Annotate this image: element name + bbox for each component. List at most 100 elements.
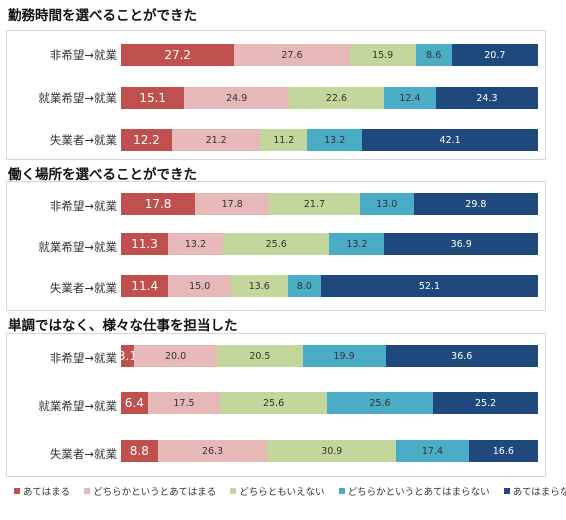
legend-swatch <box>84 488 91 494</box>
bar-segment-atehamaranai: 20.7 <box>451 44 538 66</box>
bar-segment-atehamaranai: 25.2 <box>433 392 538 414</box>
data-label: 17.5 <box>173 397 195 409</box>
bar-segment-dochiraka-atehamaru: 21.2 <box>171 129 261 151</box>
bar-segment-dochiraka-atehamaranai: 8.0 <box>287 275 321 297</box>
chart-1-bar: 12.2 21.2 11.2 13.2 42.1 <box>121 129 538 151</box>
legend-swatch <box>503 488 510 494</box>
legend-swatch <box>338 488 345 494</box>
data-label: 24.9 <box>226 92 248 104</box>
data-label: 20.5 <box>249 350 271 362</box>
chart-3-row-label: 就業希望→就業 <box>38 399 117 413</box>
bar-segment-dochiraka-atehamaranai: 8.6 <box>415 44 452 66</box>
bar-segment-dochiraka-atehamaru: 15.0 <box>168 275 231 297</box>
bar-segment-dochiratomo: 25.6 <box>222 233 330 255</box>
chart-2-row-label: 失業者→就業 <box>49 281 117 295</box>
data-label: 30.9 <box>321 445 343 457</box>
chart-legend: あてはまる どちらかというとあてはまる どちらともいえない どちらかというとあて… <box>14 484 566 498</box>
bar-segment-dochiratomo: 25.6 <box>220 392 327 414</box>
data-label: 25.6 <box>369 397 391 409</box>
bar-segment-atehamaranai: 36.6 <box>385 345 538 367</box>
bar-segment-dochiratomo: 11.2 <box>260 129 308 151</box>
chart-1-row-label: 失業者→就業 <box>49 133 117 147</box>
chart-3-title: 単調ではなく、様々な仕事を担当した <box>8 318 238 334</box>
bar-segment-atehamaru: 8.8 <box>121 440 158 462</box>
chart-3-bar: 8.8 26.3 30.9 17.4 16.6 <box>121 440 538 462</box>
data-label: 15.0 <box>189 280 211 292</box>
data-label: 52.1 <box>418 280 441 292</box>
bar-segment-dochiraka-atehamaru: 13.2 <box>168 233 223 255</box>
bar-segment-atehamaranai: 29.8 <box>413 193 538 215</box>
bar-segment-dochiraka-atehamaranai: 13.0 <box>359 193 414 215</box>
legend-label: あてはまる <box>23 487 71 498</box>
bar-segment-atehamaranai: 52.1 <box>320 275 538 297</box>
legend-item: あてはまらない <box>503 484 566 498</box>
bar-segment-atehamaru: 11.3 <box>121 233 169 255</box>
data-label: 13.2 <box>324 134 346 146</box>
data-label: 42.1 <box>439 134 461 146</box>
legend-swatch <box>230 488 237 494</box>
data-label: 12.4 <box>399 92 421 104</box>
data-label: 21.7 <box>303 198 326 210</box>
data-label: 20.0 <box>164 350 187 362</box>
bar-segment-dochiraka-atehamaru: 20.0 <box>133 345 218 367</box>
bar-segment-atehamaranai: 42.1 <box>362 129 538 151</box>
chart-1-title: 勤務時間を選べることができた <box>8 8 197 24</box>
bar-segment-atehamaru: 17.8 <box>121 193 196 215</box>
chart-2-row-label: 非希望→就業 <box>49 199 117 213</box>
legend-label: あてはまらない <box>512 487 566 498</box>
bar-segment-dochiratomo: 20.5 <box>217 345 303 367</box>
bar-segment-atehamaru: 15.1 <box>121 87 185 109</box>
chart-1-bar: 15.1 24.9 22.6 12.4 24.3 <box>121 87 538 109</box>
data-label: 36.9 <box>450 238 472 250</box>
data-label: 25.2 <box>474 397 497 409</box>
legend-label: どちらかというとあてはまる <box>93 487 217 498</box>
bar-segment-dochiraka-atehamaranai: 13.2 <box>329 233 385 255</box>
bar-segment-atehamaru: 3.1 <box>118 345 137 367</box>
data-label: 8.6 <box>426 49 442 61</box>
data-label: 11.4 <box>131 279 159 293</box>
legend-item: どちらともいえない <box>230 484 325 498</box>
legend-item: どちらかというとあてはまらない <box>338 484 490 498</box>
bar-segment-atehamaru: 11.4 <box>121 275 169 297</box>
chart-3-bar: 3.1 20.0 20.5 19.9 36.6 <box>118 345 538 367</box>
data-label: 19.9 <box>333 350 355 362</box>
bar-segment-dochiraka-atehamaru: 26.3 <box>157 440 268 462</box>
chart-1-row-label: 就業希望→就業 <box>38 91 117 105</box>
data-label: 20.7 <box>484 49 506 61</box>
bar-segment-dochiratomo: 13.6 <box>230 275 288 297</box>
chart-3-row-label: 非希望→就業 <box>49 351 117 365</box>
chart-3-panel: 非希望→就業 3.1 20.0 20.5 19.9 36.6 就業希望→就業 6.4 17… <box>6 333 546 477</box>
bar-segment-atehamaru: 27.2 <box>121 44 235 66</box>
chart-3-bar: 6.4 17.5 25.6 25.6 25.2 <box>121 392 538 414</box>
chart-2-bar: 11.4 15.0 13.6 8.0 52.1 <box>121 275 538 297</box>
data-label: 26.3 <box>201 445 224 457</box>
data-label: 13.6 <box>248 280 270 292</box>
bar-segment-dochiraka-atehamaranai: 17.4 <box>396 440 469 462</box>
chart-2-bar: 17.8 17.8 21.7 13.0 29.8 <box>121 193 538 215</box>
data-label: 25.6 <box>265 238 287 250</box>
data-label: 25.6 <box>262 397 285 409</box>
chart-2-title: 働く場所を選べることができた <box>8 167 197 183</box>
bar-segment-dochiratomo: 15.9 <box>349 44 416 66</box>
legend-label: どちらかというとあてはまらない <box>347 487 490 498</box>
data-label: 15.1 <box>139 91 167 105</box>
data-label: 16.6 <box>492 445 514 457</box>
bar-segment-atehamaru: 6.4 <box>121 392 148 414</box>
legend-label: どちらともいえない <box>239 487 325 498</box>
bar-segment-dochiraka-atehamaru: 24.9 <box>184 87 289 109</box>
data-label: 21.2 <box>205 134 227 146</box>
chart-1-panel: 非希望→就業 27.2 27.6 15.9 8.6 20.7 就業希望→就業 15.1 2… <box>6 30 546 160</box>
bar-segment-atehamaru: 12.2 <box>121 129 172 151</box>
chart-1-row-label: 非希望→就業 <box>49 48 117 62</box>
data-label: 22.6 <box>325 92 347 104</box>
bar-segment-dochiraka-atehamaru: 17.8 <box>195 193 270 215</box>
bar-segment-dochiratomo: 22.6 <box>288 87 384 109</box>
chart-2-row-label: 就業希望→就業 <box>38 240 117 254</box>
bar-segment-dochiraka-atehamaranai: 12.4 <box>383 87 436 109</box>
data-label: 8.0 <box>296 280 312 292</box>
data-label: 29.8 <box>465 198 487 210</box>
data-label: 11.2 <box>273 134 295 146</box>
bar-segment-dochiraka-atehamaranai: 19.9 <box>302 345 386 367</box>
bar-segment-dochiraka-atehamaranai: 25.6 <box>326 392 434 414</box>
data-label: 8.8 <box>129 444 149 458</box>
